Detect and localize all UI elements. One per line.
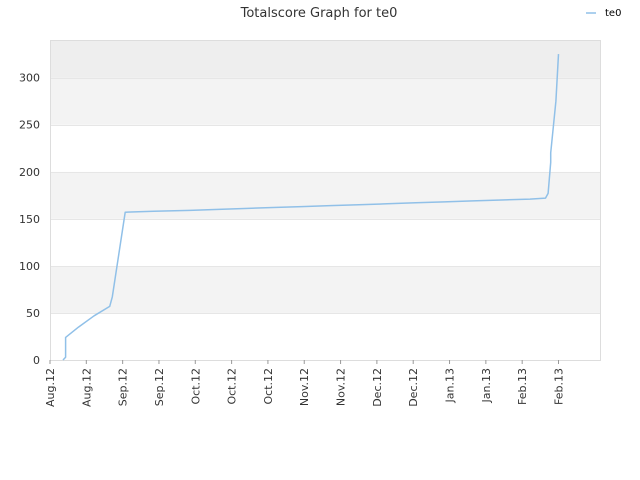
y-tick-label: 250 — [19, 119, 40, 132]
x-tick-label: Dec.12 — [407, 368, 420, 407]
plot-background — [50, 40, 600, 360]
x-tick-label: Sep.12 — [153, 368, 166, 406]
x-tick-label: Feb.13 — [552, 368, 565, 405]
y-tick-label: 100 — [19, 260, 40, 273]
series-line-te0 — [62, 54, 560, 361]
series-layer — [62, 54, 560, 361]
x-tick-label: Sep.12 — [117, 368, 130, 406]
x-tick-label: Feb.13 — [516, 368, 529, 405]
x-tick-label: Dec.12 — [371, 368, 384, 407]
legend: te0 — [586, 8, 621, 19]
plot-border — [50, 40, 601, 361]
chart-title: Totalscore Graph for te0 — [240, 6, 398, 21]
x-tick-label: Aug.12 — [44, 368, 57, 407]
legend-label-te0: te0 — [605, 8, 621, 19]
x-tick-label: Nov.12 — [298, 368, 311, 406]
y-tick-label: 50 — [26, 307, 40, 320]
y-tick-label: 150 — [19, 213, 40, 226]
x-axis: Aug.12 Aug.12 Sep.12 Sep.12 Oct.12 Oct.12 Oct.… — [44, 360, 565, 407]
x-tick-label: Oct.12 — [189, 368, 202, 405]
x-tick-label: Jan.13 — [480, 368, 493, 403]
background-band — [50, 124, 600, 172]
y-tick-label: 300 — [19, 72, 40, 85]
x-tick-label: Oct.12 — [262, 368, 275, 405]
x-tick-label: Nov.12 — [335, 368, 348, 406]
background-band — [50, 265, 600, 313]
background-band — [50, 312, 600, 360]
y-axis: 0 50 100 150 200 250 300 — [19, 72, 40, 367]
y-tick-label: 0 — [33, 354, 40, 367]
x-tick-label: Aug.12 — [80, 368, 93, 407]
background-band — [50, 40, 600, 78]
x-tick-label: Oct.12 — [226, 368, 239, 405]
background-band — [50, 218, 600, 266]
background-band — [50, 77, 600, 125]
x-tick-label: Jan.13 — [444, 368, 457, 403]
y-tick-label: 200 — [19, 166, 40, 179]
